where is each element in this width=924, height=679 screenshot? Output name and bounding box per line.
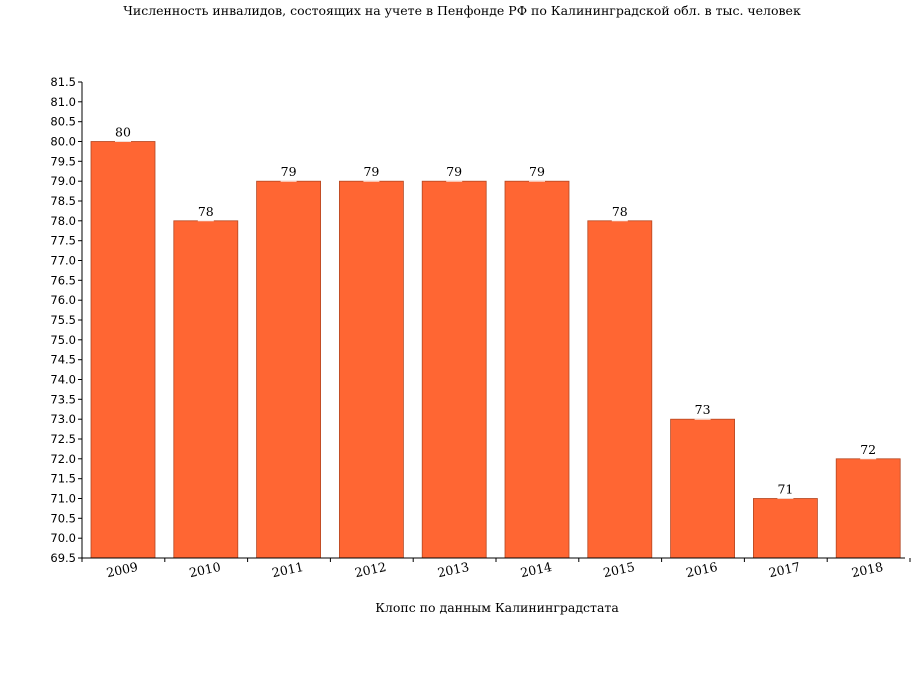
y-tick-label: 77.5 (50, 234, 76, 248)
data-label-2018: 72 (860, 442, 876, 457)
data-label-2015: 78 (612, 204, 628, 219)
x-tick-label-2014: 2014 (519, 559, 553, 580)
x-tick-label-2012: 2012 (353, 559, 387, 580)
y-tick-label: 78.0 (50, 214, 76, 228)
y-tick-label: 76.5 (50, 273, 76, 287)
y-tick-label: 79.5 (50, 154, 76, 168)
x-tick-label-2016: 2016 (685, 559, 719, 580)
data-label-2009: 80 (115, 125, 131, 140)
x-tick-label-2009: 2009 (105, 559, 139, 580)
bar-2014 (504, 180, 570, 559)
y-tick-label: 72.5 (50, 432, 76, 446)
bar-2010 (173, 220, 239, 559)
y-tick-label: 80.5 (50, 115, 76, 129)
y-tick-label: 78.5 (50, 194, 76, 208)
x-tick-label-2013: 2013 (436, 559, 470, 580)
x-tick-label-2011: 2011 (271, 559, 305, 580)
chart-title: Численность инвалидов, состоящих на учет… (123, 3, 801, 18)
bar-2015 (587, 220, 653, 559)
y-tick-label: 76.0 (50, 293, 76, 307)
y-tick-label: 70.0 (50, 531, 76, 545)
y-tick-label: 74.0 (50, 373, 76, 387)
bar-2012 (338, 180, 404, 559)
y-tick-label: 71.0 (50, 492, 76, 506)
y-tick-label: 71.5 (50, 472, 76, 486)
plot-area: 80 78 79 79 79 79 78 73 71 72 69.5 70.0 70.5 71.0 71.5… (50, 75, 911, 580)
y-tick-label: 73.5 (50, 392, 76, 406)
y-tick-label: 75.5 (50, 313, 76, 327)
bar-2011 (256, 180, 322, 559)
y-tick-label: 69.5 (50, 551, 76, 565)
bar-2013 (421, 180, 487, 559)
data-label-2017: 71 (777, 482, 793, 497)
y-tick-label: 75.0 (50, 333, 76, 347)
bar-2016 (670, 418, 735, 559)
data-label-2013: 79 (446, 164, 462, 179)
y-tick-label: 74.5 (50, 353, 76, 367)
y-tick-label: 73.0 (50, 412, 76, 426)
y-tick-label: 81.5 (50, 75, 76, 89)
bar-2009 (90, 141, 156, 559)
x-axis-label: Клопс по данным Калининградстата (375, 600, 619, 615)
data-label-2010: 78 (198, 204, 214, 219)
y-tick-label: 70.5 (50, 511, 76, 525)
y-tick-label: 81.0 (50, 95, 76, 109)
x-tick-label-2010: 2010 (188, 559, 222, 580)
data-label-2014: 79 (529, 164, 545, 179)
y-tick-label: 79.0 (50, 174, 76, 188)
bar-2018 (835, 458, 901, 559)
y-tick-label: 77.0 (50, 254, 76, 268)
x-tick-label-2017: 2017 (767, 559, 801, 580)
data-label-2016: 73 (695, 402, 711, 417)
x-tick-label-2018: 2018 (850, 559, 884, 580)
y-tick-label: 80.0 (50, 135, 76, 149)
data-label-2011: 79 (281, 164, 297, 179)
data-label-2012: 79 (363, 164, 379, 179)
x-tick-label-2015: 2015 (602, 559, 636, 580)
y-tick-label: 72.0 (50, 452, 76, 466)
bar-2017 (753, 498, 818, 559)
